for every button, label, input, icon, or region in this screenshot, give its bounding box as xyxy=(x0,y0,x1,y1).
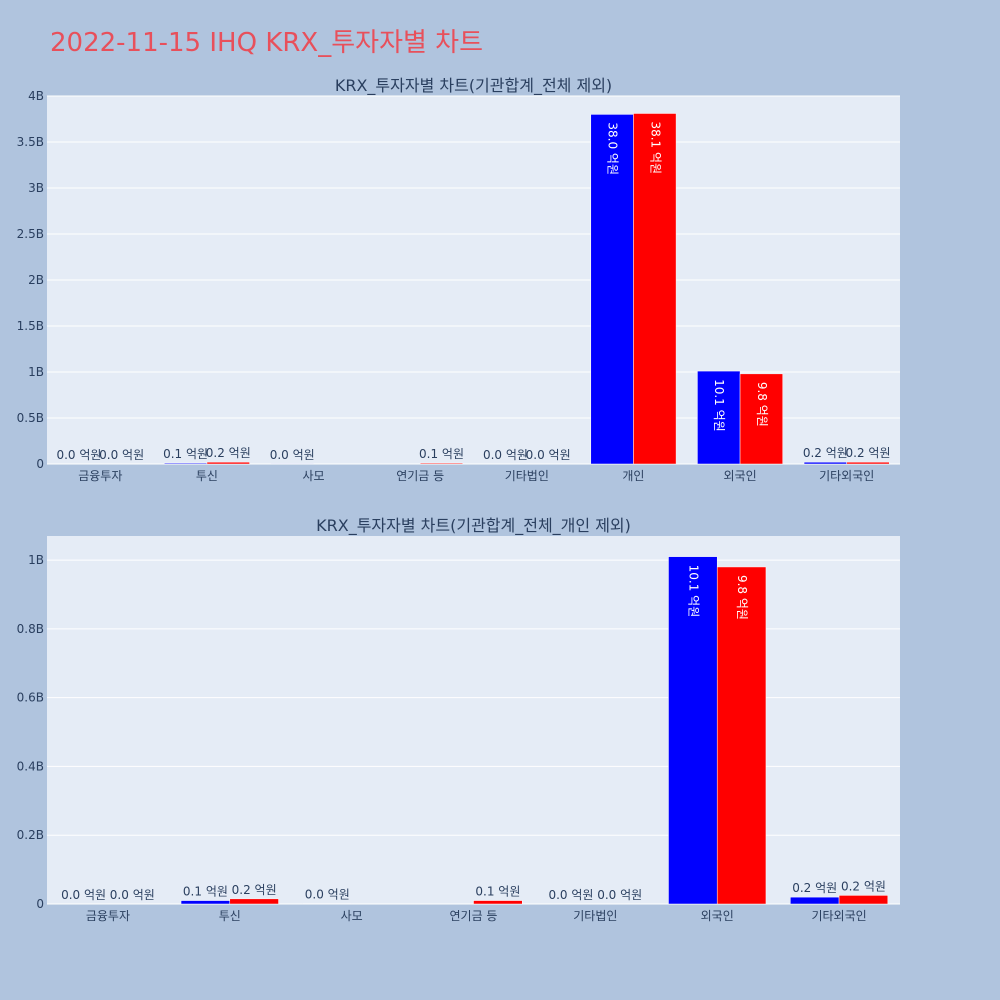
data-label: 0.0 억원 xyxy=(483,448,528,462)
bar xyxy=(716,566,767,905)
chart-2: KRX_투자자별 차트(기관합계_전체_개인 제외) 0 0.2B 0.4B 0.6B 0… xyxy=(17,516,900,923)
data-label: 0.2 억원 xyxy=(846,446,891,460)
data-label: 0.2 억원 xyxy=(206,446,251,460)
page-title: 2022-11-15 IHQ KRX_투자자별 차트 xyxy=(50,28,484,58)
x-tick-label: 사모 xyxy=(341,909,363,923)
plot-area xyxy=(47,536,900,904)
data-label: 10.1 억원 xyxy=(686,565,700,618)
x-tick-label: 투신 xyxy=(196,469,218,483)
data-label: 38.1 억원 xyxy=(648,121,662,174)
data-label: 0.0 억원 xyxy=(61,888,106,902)
bar xyxy=(846,461,890,465)
data-label: 0.0 억원 xyxy=(99,448,144,462)
x-tick-label: 기타법인 xyxy=(573,909,617,923)
y-tick-label: 0.8B xyxy=(17,622,44,636)
x-tick-label: 연기금 등 xyxy=(396,469,444,483)
y-tick-label: 1B xyxy=(28,365,44,379)
y-tick-label: 2B xyxy=(28,273,44,287)
data-label: 0.0 억원 xyxy=(548,888,593,902)
x-tick-label: 사모 xyxy=(303,469,325,483)
y-tick-label: 0.5B xyxy=(17,411,44,425)
chart-title: KRX_투자자별 차트(기관합계_전체 제외) xyxy=(335,76,612,96)
data-label: 0.2 억원 xyxy=(803,446,848,460)
data-label: 0.2 억원 xyxy=(792,881,837,895)
bar xyxy=(473,900,523,905)
x-tick-label: 기타법인 xyxy=(505,469,549,483)
y-tick-label: 0.4B xyxy=(17,759,44,773)
data-label: 10.1 억원 xyxy=(712,379,726,432)
data-label: 9.8 억원 xyxy=(755,382,769,427)
bar xyxy=(739,373,783,465)
bar xyxy=(419,462,464,465)
bar xyxy=(180,900,231,905)
bar xyxy=(206,461,250,465)
bar xyxy=(697,370,741,465)
data-label: 9.8 억원 xyxy=(735,575,749,620)
data-label: 0.0 억원 xyxy=(526,448,571,462)
x-tick-label: 기타외국인 xyxy=(819,469,874,483)
chart-1: KRX_투자자별 차트(기관합계_전체 제외) 0 0.5B 1B 1.5B 2B 2.5B… xyxy=(17,76,900,483)
y-tick-label: 3.5B xyxy=(17,135,44,149)
y-tick-label: 2.5B xyxy=(17,227,44,241)
bar xyxy=(838,895,889,905)
x-tick-label: 기타외국인 xyxy=(811,909,866,923)
data-label: 0.2 억원 xyxy=(841,879,886,893)
y-tick-label: 0 xyxy=(36,457,44,471)
bar xyxy=(164,462,208,465)
data-label: 0.0 억원 xyxy=(305,888,350,902)
data-label: 0.1 억원 xyxy=(419,447,464,461)
y-tick-label: 0 xyxy=(36,897,44,911)
x-tick-label: 개인 xyxy=(622,469,644,483)
bar xyxy=(790,896,840,905)
data-label: 0.0 억원 xyxy=(597,888,642,902)
data-label: 0.2 억원 xyxy=(232,883,277,897)
x-tick-label: 외국인 xyxy=(701,909,734,923)
x-tick-label: 금융투자 xyxy=(78,469,122,483)
bar xyxy=(633,113,677,465)
data-label: 0.1 억원 xyxy=(163,447,208,461)
data-label: 0.1 억원 xyxy=(475,885,520,899)
y-tick-label: 3B xyxy=(28,181,44,195)
data-label: 0.0 억원 xyxy=(56,448,101,462)
bar xyxy=(590,114,634,465)
y-tick-label: 1B xyxy=(28,553,44,567)
y-tick-label: 1.5B xyxy=(17,319,44,333)
data-label: 38.0 억원 xyxy=(606,122,620,175)
data-label: 0.0 억원 xyxy=(270,448,315,462)
data-label: 0.0 억원 xyxy=(110,888,155,902)
x-tick-label: 금융투자 xyxy=(86,909,130,923)
x-tick-label: 투신 xyxy=(219,909,241,923)
data-label: 0.1 억원 xyxy=(183,885,228,899)
bar xyxy=(229,898,279,905)
y-tick-label: 4B xyxy=(28,89,44,103)
y-tick-label: 0.6B xyxy=(17,691,44,705)
chart-title: KRX_투자자별 차트(기관합계_전체_개인 제외) xyxy=(316,516,631,536)
y-tick-label: 0.2B xyxy=(17,828,44,842)
bar xyxy=(803,461,847,465)
x-tick-label: 연기금 등 xyxy=(450,909,498,923)
x-tick-label: 외국인 xyxy=(724,469,757,483)
